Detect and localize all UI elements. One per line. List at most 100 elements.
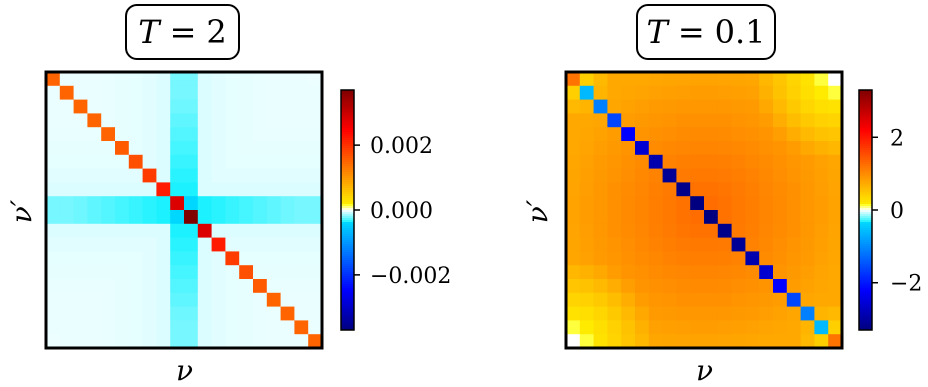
heatmap-cell [73, 237, 88, 252]
heatmap-cell [828, 85, 843, 100]
heatmap-cell [280, 237, 295, 252]
heatmap-cell [156, 223, 171, 238]
colorbar-swatch [859, 290, 872, 293]
heatmap-cell [759, 306, 774, 321]
heatmap-cell [156, 210, 171, 225]
heatmap-cell [745, 334, 760, 349]
heatmap-cell [225, 141, 240, 156]
colorbar-swatch [341, 128, 354, 131]
heatmap-cell [731, 113, 746, 128]
heatmap-cell [128, 223, 143, 238]
heatmap-cell [197, 292, 212, 307]
heatmap-cell [731, 72, 746, 87]
heatmap-cell [115, 306, 130, 321]
heatmap-cell [704, 127, 719, 142]
heatmap-cell [280, 168, 295, 183]
colorbar-swatch [859, 298, 872, 301]
colorbar-tick-label: 0.002 [370, 134, 433, 159]
heatmap-cell [800, 99, 815, 114]
heatmap-cell [704, 113, 719, 128]
heatmap-cell [73, 265, 88, 280]
heatmap-cell [566, 99, 581, 114]
heatmap-cell [566, 168, 581, 183]
colorbar-swatch [859, 236, 872, 239]
heatmap-cell [828, 223, 843, 238]
heatmap-cell [280, 265, 295, 280]
heatmap-cell [814, 196, 829, 211]
heatmap-cell [197, 320, 212, 335]
colorbar-swatch [859, 318, 872, 321]
heatmap-cell [662, 85, 677, 100]
heatmap-cell [745, 251, 760, 266]
heatmap-cell [731, 85, 746, 100]
heatmap-cell [46, 223, 61, 238]
colorbar-swatch [341, 224, 354, 227]
colorbar-swatch [341, 288, 354, 291]
heatmap-cell [704, 237, 719, 252]
heatmap-cell [170, 85, 185, 100]
colorbar-swatch [859, 210, 872, 213]
heatmap-cell [59, 141, 74, 156]
colorbar-swatch [859, 94, 872, 97]
heatmap-cell [717, 223, 732, 238]
colorbar-swatch [341, 108, 354, 111]
colorbar-swatch [859, 158, 872, 161]
heatmap-cell [662, 334, 677, 349]
heatmap-cell [101, 334, 116, 349]
heatmap-cell [566, 127, 581, 142]
colorbar-swatch [341, 238, 354, 241]
heatmap-cell [690, 113, 705, 128]
colorbar-swatch [341, 196, 354, 199]
heatmap-cell [786, 113, 801, 128]
heatmap-cell [170, 72, 185, 87]
heatmap-cell [773, 113, 788, 128]
heatmap-cell [607, 196, 622, 211]
heatmap-cell [266, 113, 281, 128]
colorbar-swatch [859, 112, 872, 115]
heatmap-cell [59, 251, 74, 266]
heatmap-cell [800, 113, 815, 128]
heatmap-cell [59, 306, 74, 321]
colorbar-swatch [341, 278, 354, 281]
heatmap-cell [115, 237, 130, 252]
heatmap-cell [280, 154, 295, 169]
heatmap-cell [593, 292, 608, 307]
colorbar-swatch [859, 212, 872, 215]
heatmap-cell [87, 279, 102, 294]
heatmap-cell [800, 237, 815, 252]
heatmap-cell [566, 306, 581, 321]
heatmap-cell [87, 127, 102, 142]
heatmap-cell [184, 113, 199, 128]
heatmap-cell [308, 72, 323, 87]
heatmap-cell [294, 99, 309, 114]
heatmap-cell [676, 265, 691, 280]
heatmap-cell [197, 72, 212, 87]
colorbar-swatch [341, 216, 354, 219]
heatmap-cell [211, 223, 226, 238]
heatmap-cell [115, 265, 130, 280]
heatmap-cell [170, 223, 185, 238]
heatmap-cell [814, 99, 829, 114]
heatmap-cell [73, 72, 88, 87]
heatmap-cell [280, 85, 295, 100]
heatmap-cell [800, 72, 815, 87]
heatmap-cell [800, 279, 815, 294]
heatmap-cell [566, 85, 581, 100]
heatmap-cell [745, 196, 760, 211]
heatmap-cell [128, 196, 143, 211]
heatmap-cell [211, 141, 226, 156]
heatmap-cell [800, 210, 815, 225]
heatmap-cell [786, 320, 801, 335]
colorbar-swatch [341, 228, 354, 231]
colorbar-swatch [859, 230, 872, 233]
heatmap-cell [814, 154, 829, 169]
colorbar-swatch [859, 250, 872, 253]
heatmap-cell [621, 99, 636, 114]
heatmap-cell [142, 292, 157, 307]
heatmap-cell [101, 251, 116, 266]
colorbar-swatch [859, 148, 872, 151]
heatmap-cell [308, 265, 323, 280]
panel-title-T2: T = 2 [125, 4, 240, 60]
colorbar-swatch [341, 168, 354, 171]
heatmap-cell [786, 223, 801, 238]
